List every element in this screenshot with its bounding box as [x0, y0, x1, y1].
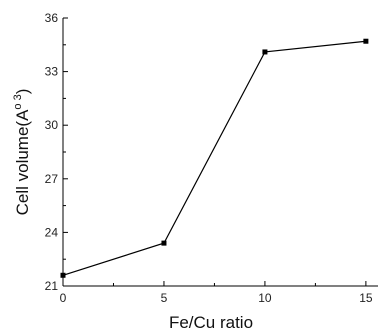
x-tick-label: 0: [60, 291, 67, 305]
x-tick-label: 5: [161, 291, 168, 305]
x-tick-label: 10: [258, 291, 272, 305]
y-tick-label: 21: [45, 279, 59, 293]
y-tick-label: 30: [45, 118, 59, 132]
series-polyline: [62, 40, 366, 276]
y-tick-label: 33: [45, 65, 59, 79]
series-line: [60, 38, 369, 278]
y-axis-title-superscript: o 3: [12, 94, 24, 109]
y-tick-label: 27: [45, 172, 59, 186]
y-tick-label: 24: [45, 225, 59, 239]
data-point-marker: [262, 49, 268, 55]
axes: 21 24 27 30 33 36 0 5 10 15: [45, 11, 378, 305]
data-point-marker: [161, 240, 167, 246]
y-tick-label: 36: [45, 11, 59, 25]
x-axis-title: Fe/Cu ratio: [169, 313, 253, 332]
y-axis-title-main: Cell volume(A: [13, 109, 32, 215]
y-axis-title: Cell volume(Ao 3): [12, 89, 32, 216]
y-axis-title-close: ): [13, 89, 32, 95]
data-point-marker: [60, 272, 66, 278]
data-point-marker: [363, 38, 369, 44]
x-tick-label: 15: [359, 291, 373, 305]
